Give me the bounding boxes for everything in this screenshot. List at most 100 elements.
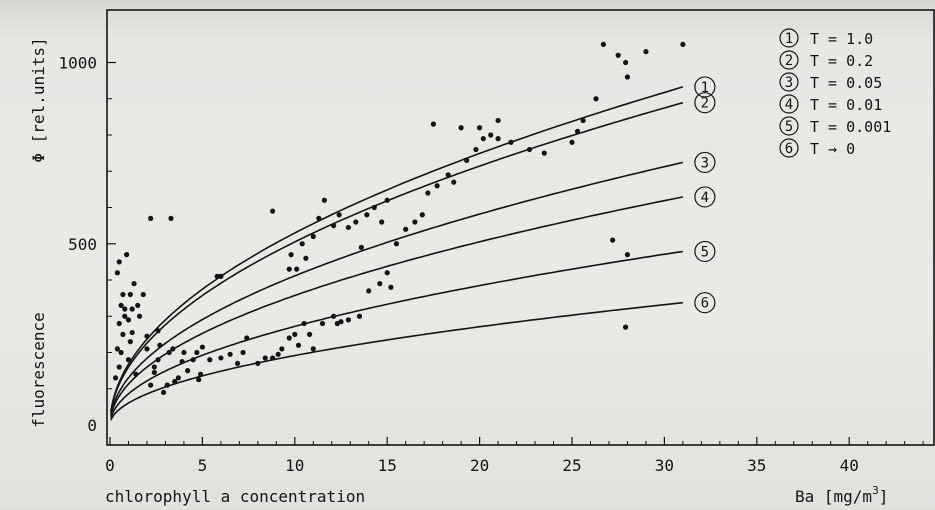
- data-point: [488, 132, 494, 138]
- data-point: [288, 252, 294, 258]
- data-point: [526, 146, 533, 153]
- data-point: [384, 270, 390, 276]
- data-point: [275, 351, 281, 357]
- x-tick-label: 15: [378, 456, 397, 475]
- data-point: [388, 284, 394, 290]
- x-tick-label: 20: [470, 456, 489, 475]
- data-point: [379, 219, 385, 225]
- data-point: [356, 313, 363, 319]
- data-point: [240, 349, 246, 356]
- data-point: [131, 281, 137, 287]
- curve-marker-circle: [694, 292, 716, 314]
- legend-marker-circle: [779, 50, 799, 70]
- legend-number: 4: [785, 97, 793, 113]
- data-point: [301, 320, 307, 327]
- legend-entry-label: T = 0.05: [810, 74, 882, 92]
- data-point: [125, 317, 132, 323]
- data-point: [384, 197, 390, 203]
- data-point: [624, 74, 631, 80]
- data-point: [168, 215, 174, 221]
- data-point: [336, 212, 342, 218]
- curve-number-label: 5: [701, 244, 709, 260]
- data-point: [144, 333, 150, 339]
- data-point: [319, 320, 326, 327]
- legend-entry-label: T = 0.001: [810, 118, 891, 136]
- data-point: [196, 377, 202, 383]
- data-point: [622, 324, 629, 330]
- data-point: [148, 382, 154, 388]
- data-point: [172, 378, 178, 385]
- curve-number-label: 6: [701, 296, 709, 312]
- legend: 1 T = 1.0 2 T = 0.2 3 T = 0.05 4 T = 0.01 5 T = 0…: [779, 28, 891, 158]
- data-point: [508, 139, 514, 145]
- data-point: [445, 172, 451, 178]
- y-tick-label: 0: [87, 416, 97, 435]
- curve-marker-circle: [694, 151, 716, 174]
- data-point: [157, 342, 163, 348]
- data-point: [366, 288, 372, 294]
- data-point: [345, 317, 351, 323]
- data-point: [310, 346, 316, 352]
- data-point: [434, 183, 440, 189]
- x-tick-label: 0: [105, 456, 115, 475]
- curve-1: [110, 86, 684, 412]
- data-point: [294, 266, 300, 272]
- data-point: [227, 351, 233, 357]
- data-point: [403, 226, 409, 232]
- x-tick-label: 5: [198, 456, 208, 475]
- data-point: [155, 328, 161, 334]
- data-point: [473, 146, 479, 153]
- legend-entry-label: T = 0.01: [810, 96, 882, 114]
- data-point: [270, 208, 276, 214]
- legend-number: 1: [785, 31, 793, 47]
- data-point: [170, 346, 176, 352]
- data-point: [286, 335, 292, 341]
- data-point: [166, 349, 172, 356]
- data-point: [181, 349, 187, 356]
- data-point: [458, 125, 464, 131]
- data-point: [615, 52, 621, 58]
- legend-marker-circle: [779, 94, 799, 114]
- legend-marker-circle: [779, 116, 799, 136]
- legend-entry-label: T = 0.2: [810, 52, 873, 70]
- data-point: [331, 223, 337, 229]
- curve-3: [110, 161, 684, 415]
- data-point: [451, 179, 457, 185]
- data-point: [127, 339, 133, 345]
- data-point: [160, 389, 167, 395]
- curve-2: [110, 101, 684, 413]
- data-point: [569, 139, 575, 145]
- plot-frame: [106, 9, 935, 446]
- data-point: [218, 273, 224, 279]
- data-point: [151, 364, 157, 370]
- data-point: [129, 306, 135, 312]
- x-tick-label: 30: [655, 456, 674, 475]
- data-point: [279, 346, 285, 352]
- data-point: [140, 291, 146, 298]
- data-point: [624, 252, 631, 258]
- data-point: [541, 150, 547, 156]
- data-point: [114, 270, 120, 276]
- data-point: [593, 96, 599, 102]
- curve-marker-circle: [694, 186, 716, 208]
- data-points: [112, 41, 686, 395]
- data-point: [125, 357, 132, 363]
- curve-number-label: 4: [701, 190, 709, 206]
- data-point: [643, 49, 649, 55]
- legend-entry-label: T → 0: [810, 140, 855, 158]
- data-point: [292, 331, 298, 337]
- data-point: [155, 357, 161, 363]
- x-axis-title: chlorophyll a concentration: [105, 487, 365, 506]
- x-axis-unit-text: Ba [mg/m: [795, 487, 872, 506]
- data-point: [164, 382, 170, 388]
- data-point: [118, 302, 124, 308]
- data-point: [120, 331, 126, 337]
- curve-marker-circle: [694, 92, 716, 114]
- legend-marker-circle: [779, 28, 799, 48]
- data-point: [133, 371, 139, 377]
- data-point: [120, 291, 126, 298]
- data-point: [112, 375, 119, 381]
- data-point: [338, 319, 344, 325]
